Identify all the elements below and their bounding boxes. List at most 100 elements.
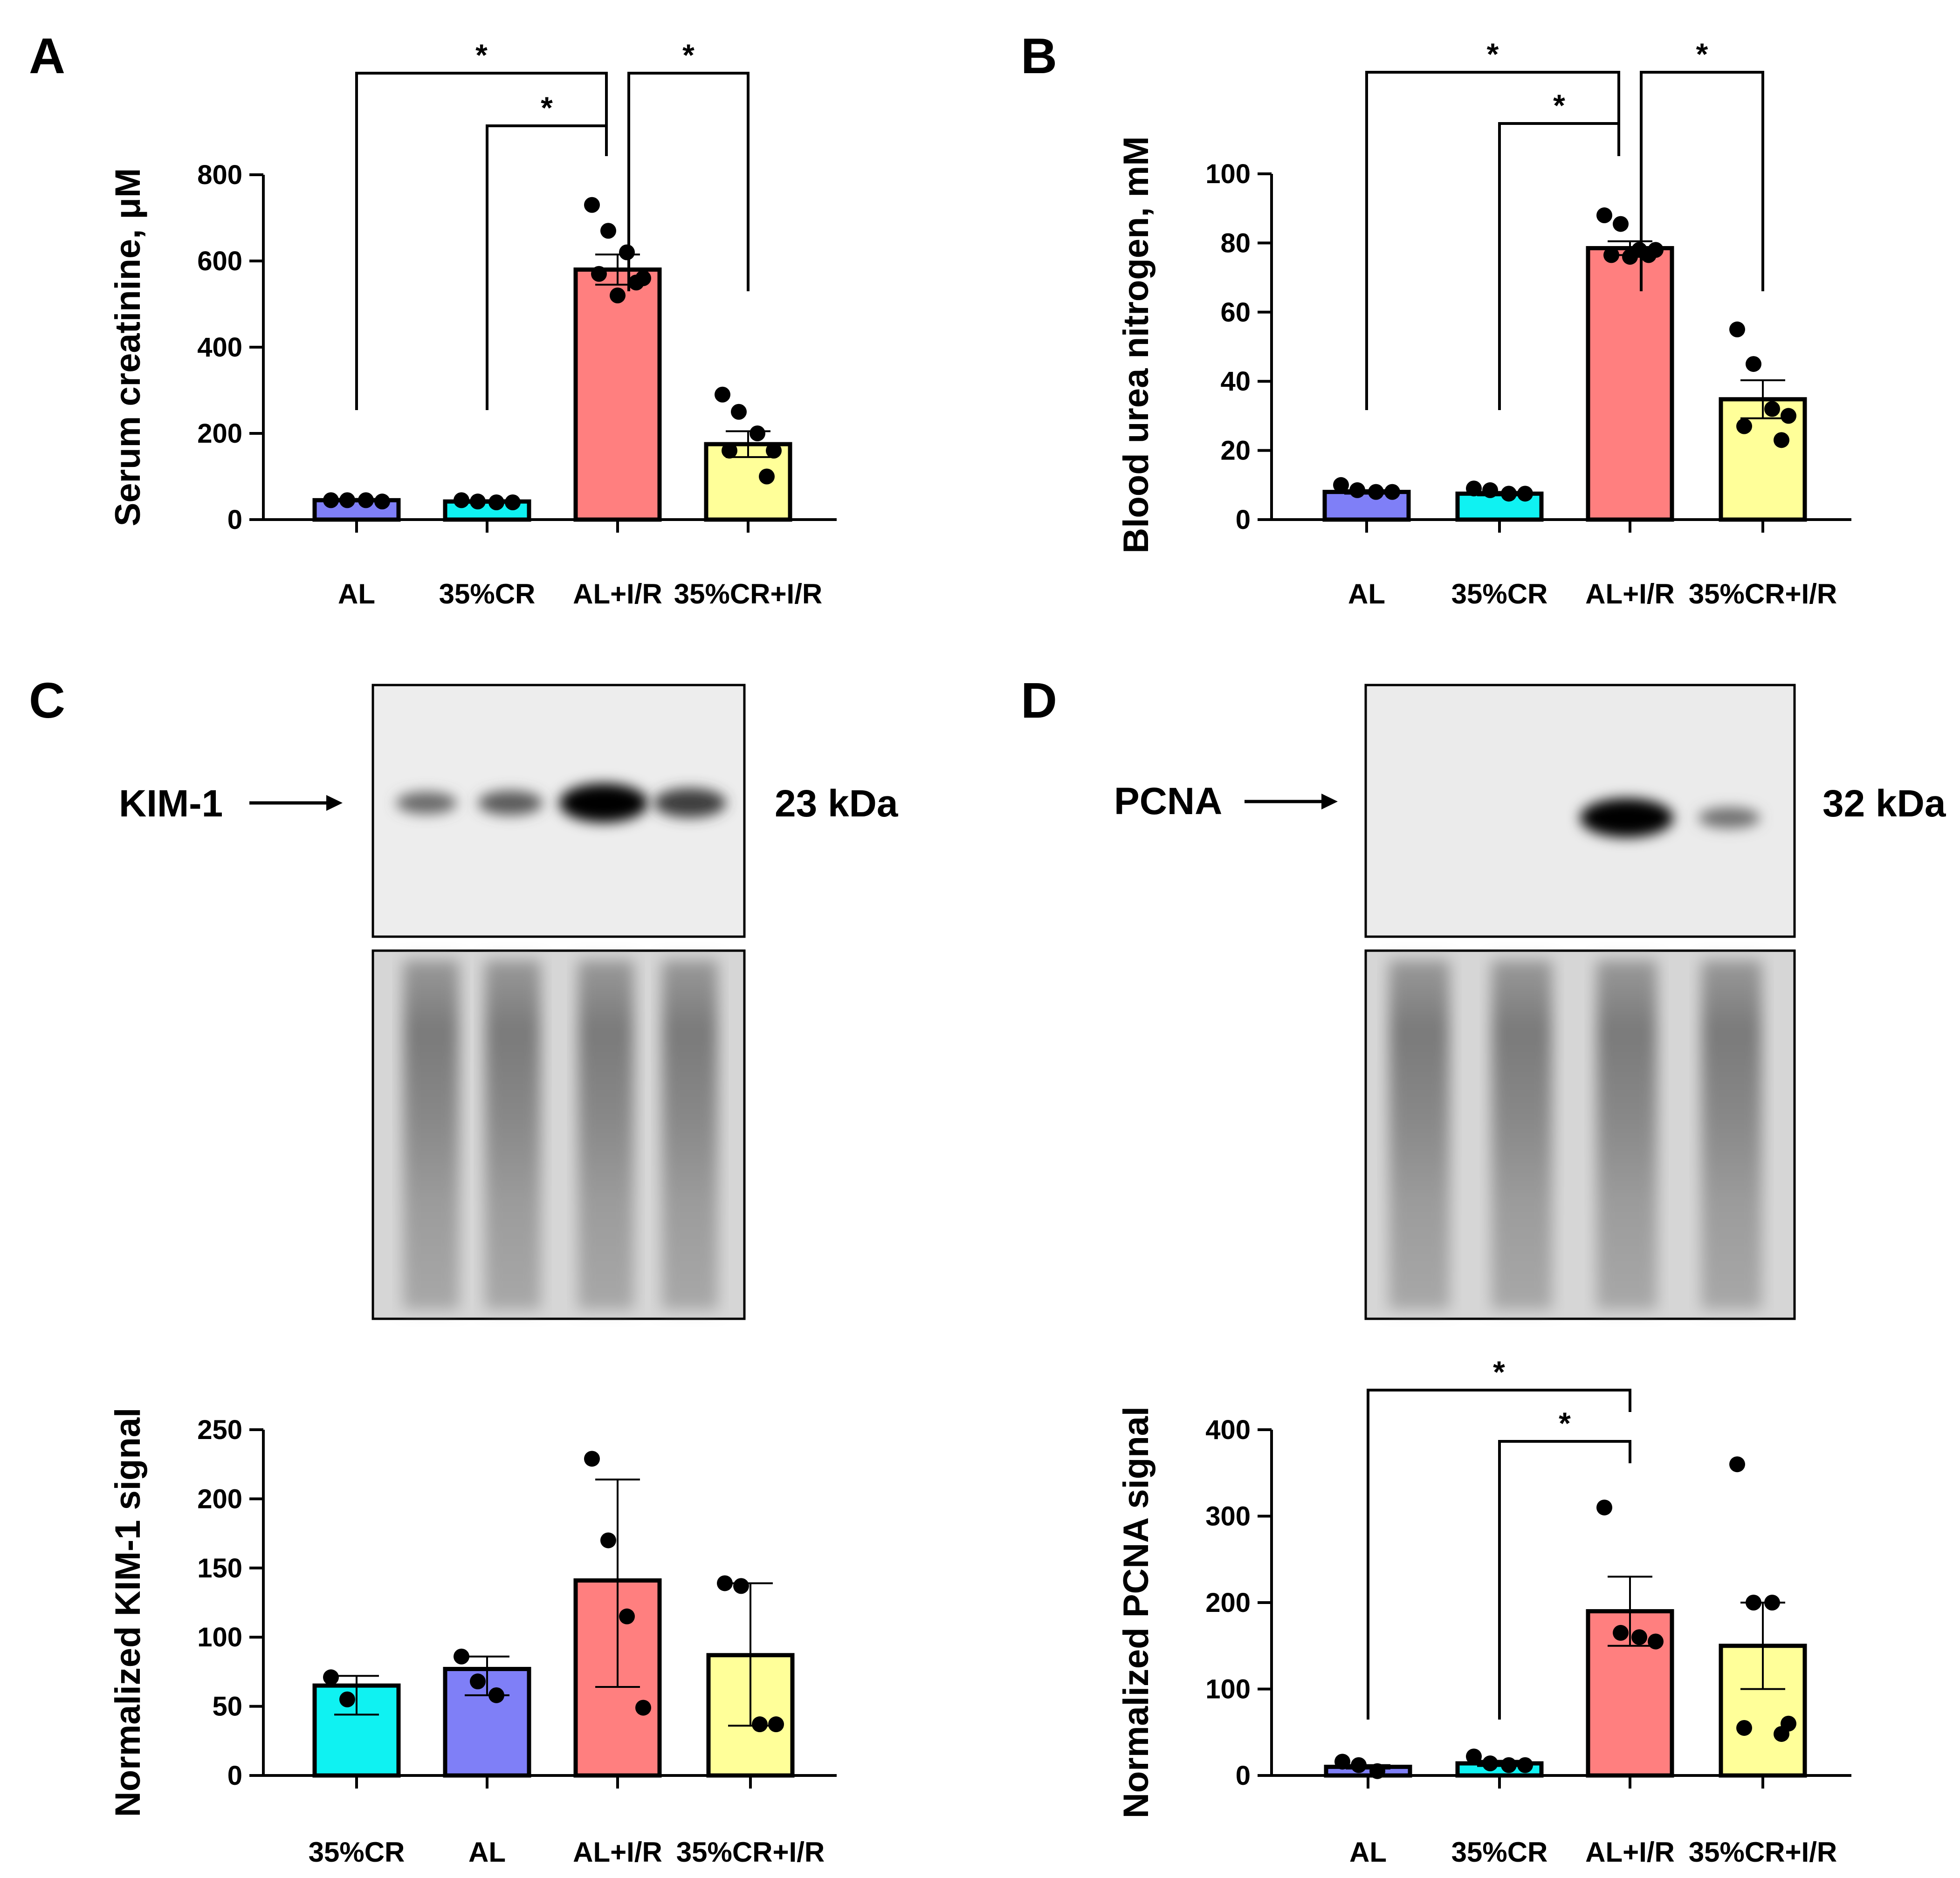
data-point-d (1334, 1754, 1350, 1770)
y-tick-label-c: 50 (212, 1692, 242, 1722)
y-tick-label-b: 20 (1220, 436, 1251, 466)
data-point-d (1596, 1499, 1612, 1515)
data-point-a (488, 494, 504, 510)
data-point-c (323, 1669, 339, 1686)
x-tick-label-c: AL+I/R (573, 1837, 662, 1868)
significance-bracket-d (1367, 1389, 1631, 1720)
x-tick-label-b: AL (1348, 578, 1385, 610)
data-point-c (717, 1575, 733, 1591)
chart-b: 0 20 40 60 80 100 Blood urea nitrogen, mM AL 35%… (1116, 37, 1851, 610)
y-tick-label-c: 150 (197, 1553, 242, 1583)
blot-band (1580, 798, 1673, 837)
loading-lane (1596, 960, 1657, 1309)
blot-c-loading-lanes (403, 960, 718, 1309)
y-tick-label-d: 100 (1205, 1674, 1251, 1705)
panel-letter-a: A (29, 27, 65, 84)
data-point-c (752, 1716, 768, 1733)
panel-letter-d: D (1021, 672, 1057, 728)
significance-star-b: * (1487, 37, 1499, 71)
data-point-a (591, 266, 607, 282)
data-point-a (470, 493, 486, 510)
data-point-a (339, 492, 355, 508)
data-point-a (610, 288, 626, 303)
y-axis-label-c: Normalized KIM-1 signal (108, 1408, 148, 1817)
y-tick-label-c: 250 (197, 1415, 242, 1445)
significance-star-d: * (1559, 1406, 1571, 1440)
data-point-a (715, 386, 730, 403)
x-tick-label-d: 35%CR (1451, 1837, 1548, 1868)
data-point-d (1648, 1633, 1664, 1650)
significance-star-b: * (1553, 88, 1565, 123)
data-point-d (1764, 1595, 1780, 1611)
data-point-a (731, 404, 747, 420)
data-point-a (628, 274, 644, 291)
data-point-a (750, 425, 765, 441)
significance-bracket-b (1365, 71, 1620, 410)
data-point-b (1774, 432, 1789, 448)
data-point-d (1466, 1748, 1482, 1765)
data-point-b (1384, 484, 1400, 500)
data-point-d (1369, 1763, 1385, 1779)
blot-c-bands (396, 783, 726, 822)
data-point-b (1596, 207, 1612, 224)
data-point-a (454, 492, 469, 508)
significance-bracket-a (486, 124, 608, 410)
x-tick-label-a: AL (338, 578, 375, 610)
data-point-c (600, 1532, 616, 1549)
y-tick-label-a: 400 (197, 332, 242, 363)
y-axis-label-b: Blood urea nitrogen, mM (1116, 136, 1156, 553)
data-point-d (1774, 1726, 1789, 1742)
significance-star-a: * (682, 38, 695, 72)
data-point-a (323, 492, 339, 508)
y-tick-label-a: 600 (197, 246, 242, 276)
data-point-a (374, 493, 390, 510)
y-tick-label-d: 200 (1205, 1588, 1251, 1618)
significance-star-b: * (1696, 37, 1708, 71)
loading-lane (1492, 960, 1552, 1309)
arrow-right-icon (1321, 794, 1338, 809)
data-point-b (1517, 486, 1533, 502)
data-point-a (619, 244, 635, 260)
data-point-a (722, 443, 737, 459)
y-tick-label-b: 80 (1220, 228, 1251, 258)
significance-bracket-a (355, 72, 608, 410)
y-tick-label-a: 200 (197, 418, 242, 449)
data-point-c (733, 1578, 749, 1594)
data-point-b (1333, 477, 1349, 493)
x-tick-label-a: 35%CR (439, 578, 536, 610)
chart-a: 0 200 400 600 800 Serum creatinine, μM AL 35%CR… (108, 38, 837, 610)
data-point-c (488, 1687, 504, 1703)
y-tick-label-b: 0 (1236, 505, 1251, 535)
blot-band (653, 788, 726, 818)
data-point-d (1613, 1624, 1629, 1641)
y-tick-label-a: 800 (197, 160, 242, 190)
bar-b (1586, 246, 1674, 522)
data-point-b (1729, 321, 1745, 337)
data-point-b (1368, 484, 1384, 500)
bar-a (573, 267, 662, 522)
y-axis-label-d: Normalized PCNA signal (1116, 1406, 1156, 1818)
y-axis-label-a: Serum creatinine, μM (108, 168, 148, 527)
data-point-d (1746, 1595, 1761, 1611)
significance-star-a: * (475, 38, 488, 72)
data-point-b (1482, 482, 1498, 498)
chart-d: 0 100 200 300 400 Normalized PCNA signal AL 35%… (1116, 1355, 1851, 1868)
y-tick-label-d: 0 (1236, 1761, 1251, 1791)
data-point-b (1603, 247, 1619, 263)
data-point-a (759, 468, 775, 485)
data-point-c (454, 1648, 469, 1665)
y-tick-label-c: 100 (197, 1622, 242, 1652)
x-tick-label-b: AL+I/R (1585, 578, 1675, 610)
blot-d-protein-label: PCNA (1114, 780, 1222, 822)
y-tick-label-c: 0 (227, 1761, 242, 1791)
blot-c-size-label: 23 kDa (775, 782, 899, 825)
x-tick-label-c: 35%CR+I/R (676, 1837, 825, 1868)
panel-letter-b: B (1021, 27, 1057, 84)
significance-star-d: * (1493, 1355, 1505, 1389)
data-point-a (358, 492, 374, 508)
data-point-b (1764, 401, 1780, 417)
x-tick-label-b: 35%CR (1451, 578, 1548, 610)
y-tick-label-d: 300 (1205, 1501, 1251, 1532)
data-point-c (339, 1691, 355, 1707)
significance-star-a: * (541, 90, 553, 125)
